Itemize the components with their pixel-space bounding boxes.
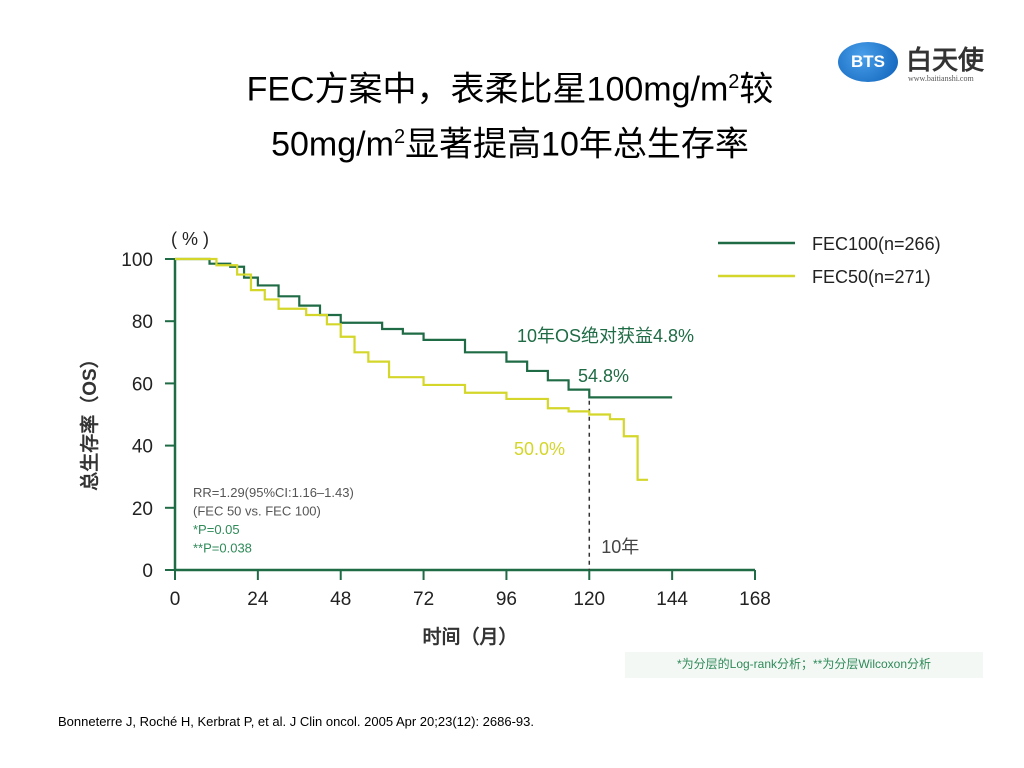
y-tick-label: 80	[132, 312, 153, 333]
y-axis-title: 总生存率（OS）	[78, 349, 101, 490]
y-unit-label: ( % )	[171, 229, 209, 249]
title-text: 50mg/m	[271, 125, 394, 164]
y-tick-label: 60	[132, 374, 153, 395]
y-tick-label: 40	[132, 437, 153, 458]
x-tick-label: 0	[170, 589, 181, 610]
footnote: *为分层的Log-rank分析；**为分层Wilcoxon分析	[625, 652, 983, 678]
series-line-fec100	[175, 257, 673, 399]
x-tick-label: 168	[739, 589, 771, 610]
title-line-1: FEC方案中，表柔比星100mg/m2较	[180, 58, 840, 113]
x-tick-label: 72	[413, 589, 434, 610]
x-tick-label: 24	[247, 589, 269, 610]
stats-text: (FEC 50 vs. FEC 100)	[193, 504, 321, 519]
stats-text: **P=0.038	[193, 541, 252, 556]
x-tick-label: 48	[330, 589, 351, 610]
stats-text: *P=0.05	[193, 522, 240, 537]
x-tick-label: 120	[573, 589, 605, 610]
y-tick-label: 20	[132, 499, 153, 520]
reference-line-label: 10年	[601, 537, 639, 557]
legend-label: FEC100(n=266)	[812, 234, 941, 254]
logo-mark: BTS	[838, 42, 898, 82]
bts-logo: BTS 白天使 www.baitianshi.com	[838, 36, 998, 92]
benefit-annotation: 10年OS绝对获益4.8%	[517, 326, 694, 346]
fec50-value-label: 50.0%	[514, 439, 565, 459]
fec100-value-label: 54.8%	[578, 366, 629, 386]
stats-text: RR=1.29(95%CI:1.16–1.43)	[193, 485, 354, 500]
logo-name: 白天使	[906, 46, 985, 76]
x-axis-title: 时间（月）	[422, 625, 517, 648]
series-line-fec50	[175, 257, 648, 481]
y-tick-label: 0	[142, 561, 153, 582]
title-text: FEC方案中，表柔比星100mg/m	[246, 70, 729, 109]
logo-url: www.baitianshi.com	[908, 74, 974, 83]
x-tick-label: 144	[656, 589, 688, 610]
y-tick-label: 100	[121, 250, 153, 271]
x-tick-label: 96	[496, 589, 517, 610]
legend-label: FEC50(n=271)	[812, 267, 931, 287]
title-line-2: 50mg/m2显著提高10年总生存率	[180, 113, 840, 168]
title-text: 显著提高10年总生存率	[405, 125, 749, 164]
slide-title: FEC方案中，表柔比星100mg/m2较 50mg/m2显著提高10年总生存率	[180, 58, 840, 169]
citation: Bonneterre J, Roché H, Kerbrat P, et al.…	[58, 714, 534, 729]
superscript: 2	[393, 126, 406, 149]
superscript: 2	[728, 71, 740, 93]
title-text: 较	[739, 70, 774, 109]
